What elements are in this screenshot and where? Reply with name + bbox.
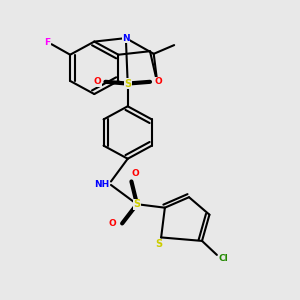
Text: F: F: [44, 38, 50, 47]
Text: O: O: [131, 169, 139, 178]
Text: N: N: [122, 34, 130, 43]
Text: S: S: [134, 199, 141, 209]
Text: S: S: [124, 79, 131, 88]
Text: O: O: [154, 77, 162, 86]
Text: Cl: Cl: [219, 254, 228, 263]
Text: S: S: [156, 239, 163, 249]
Text: O: O: [93, 77, 101, 86]
Text: NH: NH: [94, 181, 109, 190]
Text: O: O: [109, 219, 117, 228]
